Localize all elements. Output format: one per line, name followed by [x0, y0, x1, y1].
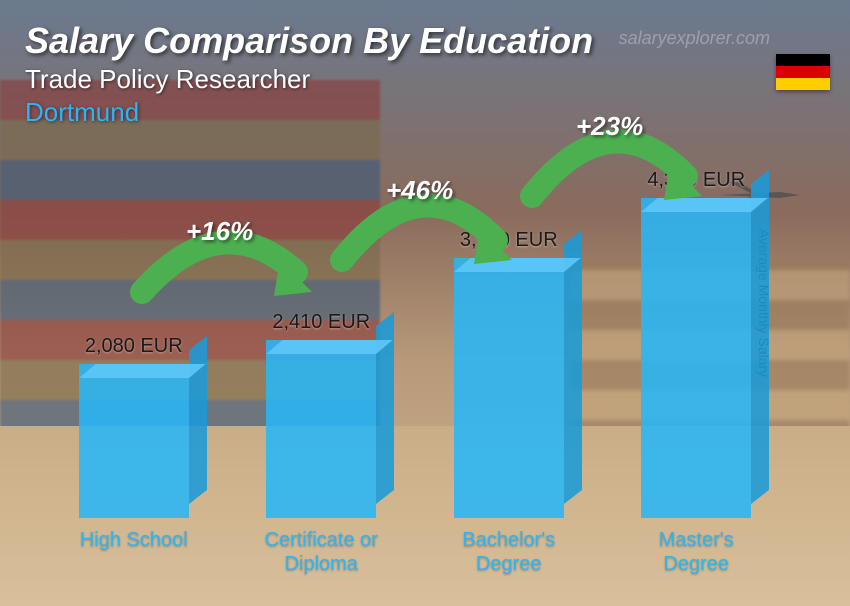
increase-arrow: +46%	[330, 168, 530, 278]
bar-group: 2,080 EUR High School	[49, 335, 219, 576]
bar-label: Certificate orDiploma	[265, 528, 378, 576]
increase-percent: +16%	[186, 216, 253, 247]
bar-group: 4,330 EURMaster'sDegree	[611, 169, 781, 576]
increase-percent: +46%	[386, 175, 453, 206]
bar	[79, 364, 189, 518]
bar-side	[189, 336, 207, 504]
increase-arrow: +16%	[130, 210, 330, 310]
bar-side	[564, 230, 582, 504]
bar-front	[641, 198, 751, 518]
location: Dortmund	[25, 97, 825, 128]
job-title: Trade Policy Researcher	[25, 64, 825, 95]
bar-front	[79, 364, 189, 518]
bar-value: 2,080 EUR	[85, 335, 183, 358]
bar-top	[266, 340, 393, 354]
bar	[454, 258, 564, 518]
bar-front	[454, 258, 564, 518]
bar-side	[751, 170, 769, 504]
bar-top	[79, 364, 206, 378]
bar	[641, 198, 751, 518]
bar-front	[266, 340, 376, 518]
header: Salary Comparison By Education Trade Pol…	[25, 20, 825, 128]
bar-label: Bachelor'sDegree	[462, 528, 555, 576]
bar-group: 2,410 EUR Certificate orDiploma	[236, 311, 406, 576]
bar-label: High School	[80, 528, 188, 576]
bar-value: 2,410 EUR	[272, 311, 370, 334]
bar-label: Master'sDegree	[659, 528, 734, 576]
bar	[266, 340, 376, 518]
chart-title: Salary Comparison By Education	[25, 20, 825, 62]
bar-group: 3,520 EURBachelor'sDegree	[424, 229, 594, 576]
